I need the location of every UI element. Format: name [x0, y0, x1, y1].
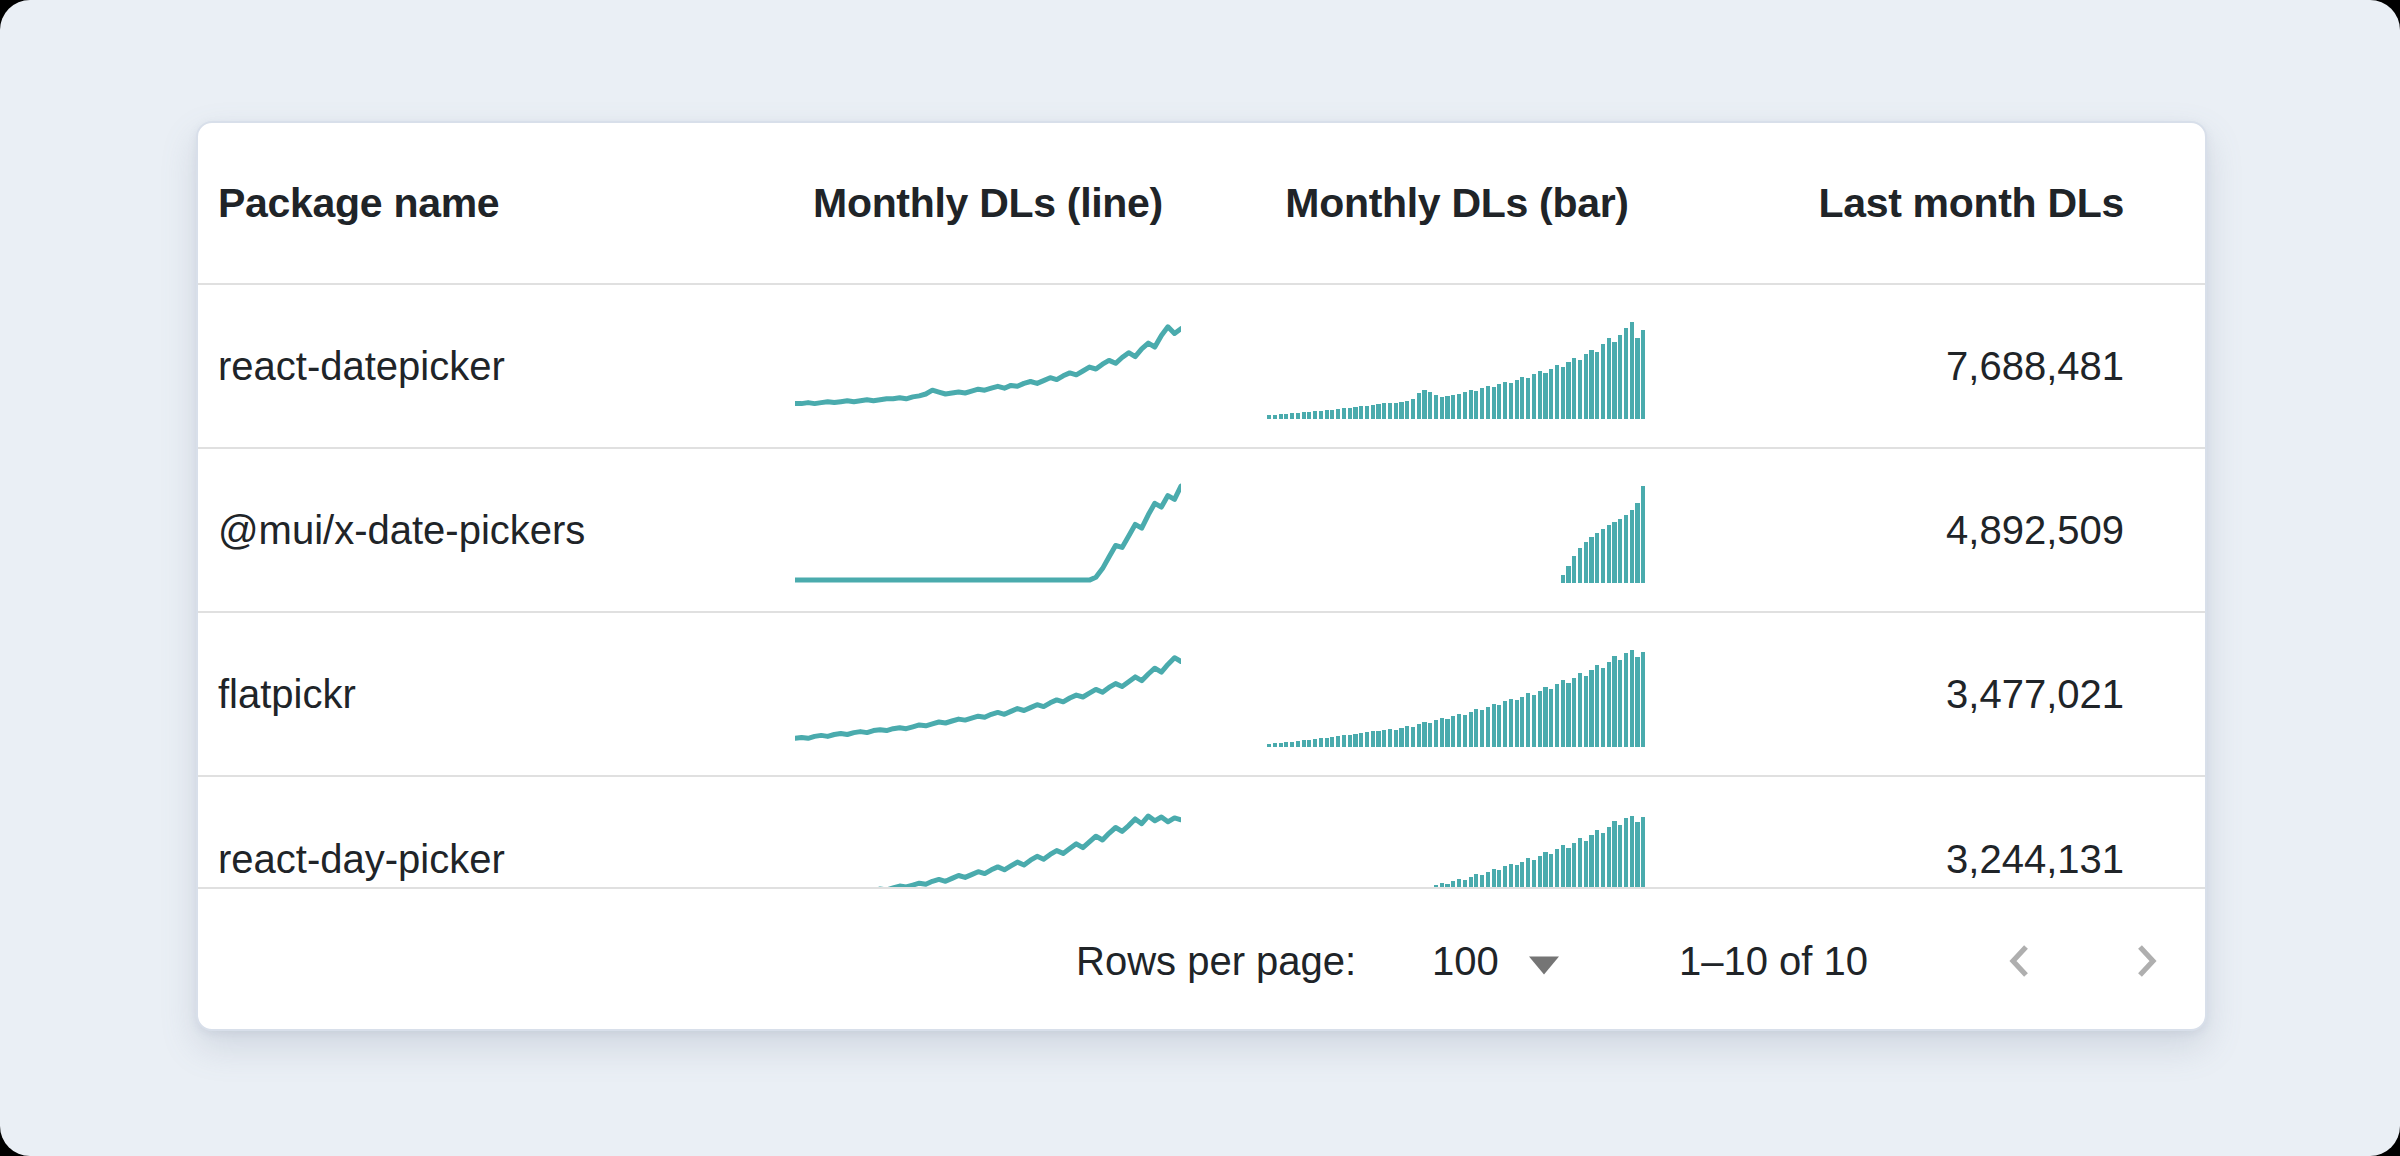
- grid-footer: Rows per page: 100 1–10 of 10: [198, 887, 2205, 1031]
- last-month-dls-cell: 3,244,131: [1946, 777, 2124, 887]
- dropdown-arrow-icon: [1529, 956, 1559, 974]
- previous-page-button[interactable]: [1993, 933, 2049, 989]
- monthly-dls-line-sparkline: [795, 481, 1181, 587]
- monthly-dls-bar-sparkline: [1267, 483, 1647, 583]
- monthly-dls-line-sparkline: [795, 645, 1181, 751]
- packages-data-grid: Package name Monthly DLs (line) Monthly …: [196, 121, 2207, 1031]
- last-month-dls-cell: 7,688,481: [1946, 285, 2124, 447]
- column-header-monthly-dls-line[interactable]: Monthly DLs (line): [795, 123, 1181, 283]
- grid-header-row: Package name Monthly DLs (line) Monthly …: [198, 123, 2205, 285]
- package-name-cell: react-datepicker: [218, 285, 505, 447]
- page-background: Package name Monthly DLs (line) Monthly …: [0, 0, 2400, 1156]
- table-row[interactable]: react-datepicker 7,688,481: [198, 285, 2205, 449]
- last-month-dls-cell: 3,477,021: [1946, 613, 2124, 775]
- package-name-cell: @mui/x-date-pickers: [218, 449, 585, 611]
- rows-per-page-value: 100: [1432, 939, 1499, 984]
- column-header-package-name[interactable]: Package name: [218, 123, 499, 283]
- table-row[interactable]: @mui/x-date-pickers 4,892,509: [198, 449, 2205, 613]
- column-header-last-month-dls[interactable]: Last month DLs: [1818, 123, 2124, 283]
- package-name-cell: react-day-picker: [218, 777, 505, 887]
- column-header-monthly-dls-bar[interactable]: Monthly DLs (bar): [1267, 123, 1647, 283]
- last-month-dls-cell: 4,892,509: [1946, 449, 2124, 611]
- next-page-button[interactable]: [2117, 933, 2173, 989]
- table-row[interactable]: react-day-picker 3,244,131: [198, 777, 2205, 887]
- pagination-range-label: 1–10 of 10: [1679, 939, 1868, 984]
- monthly-dls-bar-sparkline: [1267, 813, 1647, 887]
- chevron-right-icon: [2121, 937, 2169, 985]
- monthly-dls-line-sparkline: [795, 811, 1181, 887]
- monthly-dls-line-sparkline: [795, 317, 1181, 423]
- table-row[interactable]: flatpickr 3,477,021: [198, 613, 2205, 777]
- package-name-cell: flatpickr: [218, 613, 356, 775]
- chevron-left-icon: [1997, 937, 2045, 985]
- rows-per-page-label: Rows per page:: [1076, 939, 1356, 984]
- monthly-dls-bar-sparkline: [1267, 319, 1647, 419]
- grid-rows: react-datepicker 7,688,481 @mui/x-date-p…: [198, 285, 2205, 887]
- monthly-dls-bar-sparkline: [1267, 647, 1647, 747]
- rows-per-page-select[interactable]: 100: [1432, 939, 1559, 984]
